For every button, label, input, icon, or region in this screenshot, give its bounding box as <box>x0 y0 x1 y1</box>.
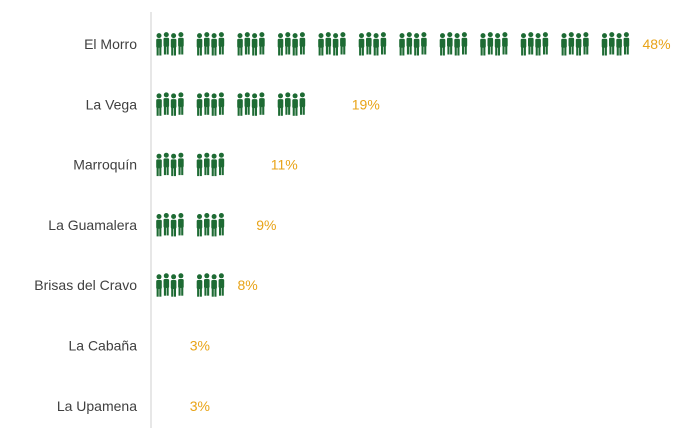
person-icon <box>156 273 184 296</box>
category-label: La Upamena <box>57 398 137 414</box>
person-icon <box>480 32 508 55</box>
value-label: 3% <box>190 398 210 414</box>
person-icon <box>156 32 184 55</box>
person-icon <box>278 32 306 55</box>
person-icon <box>156 334 184 357</box>
category-label: Brisas del Cravo <box>34 277 137 293</box>
value-label: 3% <box>190 338 210 354</box>
person-icon <box>440 32 468 55</box>
person-icon <box>197 213 225 236</box>
person-icon <box>359 32 387 55</box>
person-icon <box>318 32 346 55</box>
category-label: La Cabaña <box>68 338 137 354</box>
category-label: Marroquín <box>73 157 137 173</box>
value-label: 11% <box>271 157 298 173</box>
person-icon <box>278 92 306 115</box>
person-icon <box>318 92 346 115</box>
person-icon <box>156 394 184 417</box>
person-icon <box>197 273 225 296</box>
person-icon <box>156 153 184 176</box>
person-icon <box>521 32 549 55</box>
value-label: 8% <box>238 277 258 293</box>
category-label: El Morro <box>84 36 137 52</box>
person-icon <box>197 32 225 55</box>
category-label: La Guamalera <box>48 217 137 233</box>
person-icon <box>156 213 184 236</box>
person-icon <box>237 92 265 115</box>
person-icon <box>399 32 427 55</box>
person-icon <box>156 92 184 115</box>
person-icon <box>561 32 589 55</box>
person-icon <box>197 92 225 115</box>
value-label: 48% <box>643 36 671 52</box>
value-label: 9% <box>256 217 276 233</box>
person-icon <box>237 153 265 176</box>
value-label: 19% <box>352 96 380 112</box>
person-icon <box>197 153 225 176</box>
person-icon <box>602 32 630 55</box>
person-icon <box>237 32 265 55</box>
category-label: La Vega <box>86 96 138 112</box>
